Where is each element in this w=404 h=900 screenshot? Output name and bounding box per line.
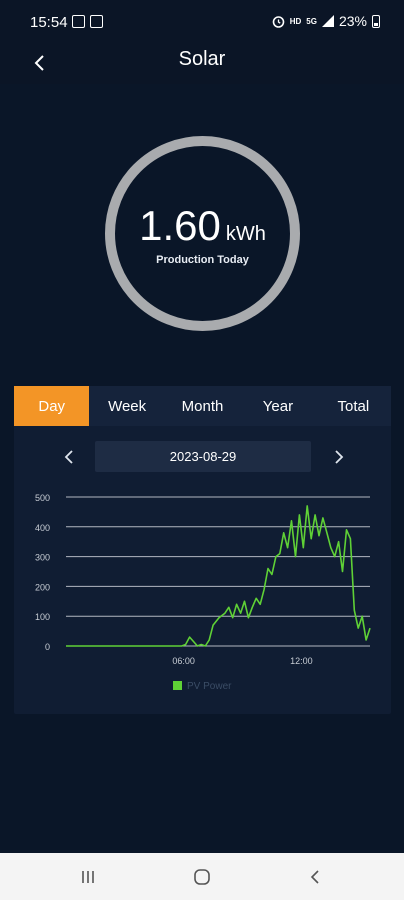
- y-tick-label: 500: [35, 493, 50, 503]
- status-time: 15:54: [30, 14, 68, 31]
- recent-apps-icon[interactable]: [74, 863, 102, 891]
- battery-text: 23%: [338, 13, 367, 29]
- status-bar: 15:54 HD 5G 23%: [0, 0, 404, 44]
- hd-label: HD: [289, 16, 302, 26]
- signal-label: 5G: [306, 16, 317, 26]
- pv-power-chart: 0 100 200 300 400 500 06:00 12:00 PV Power: [35, 493, 371, 692]
- gauge-caption: Production Today: [156, 254, 249, 266]
- system-nav-bar: [0, 853, 404, 900]
- home-icon[interactable]: [188, 863, 216, 891]
- y-tick-label: 400: [35, 523, 50, 533]
- chevron-left-icon[interactable]: [56, 443, 84, 471]
- y-tick-label: 100: [35, 612, 50, 622]
- gallery-icon: [72, 15, 85, 28]
- tab-week[interactable]: Week: [108, 397, 147, 415]
- pv-power-series-line: [66, 505, 371, 647]
- period-tabs: Day Week Month Year Total: [14, 386, 391, 426]
- date-selector: 2023-08-29: [14, 441, 391, 473]
- chevron-right-icon[interactable]: [324, 443, 352, 471]
- battery-icon: [372, 14, 380, 28]
- tab-month[interactable]: Month: [181, 397, 224, 415]
- x-tick-label: 06:00: [172, 656, 195, 666]
- tab-year[interactable]: Year: [262, 397, 294, 415]
- gauge-ring: [105, 136, 300, 331]
- production-gauge: 1.60 kWh Production Today: [105, 136, 300, 331]
- status-right: HD 5G 23%: [272, 13, 380, 29]
- signal-icon: [321, 15, 334, 27]
- y-tick-label: 200: [35, 582, 50, 592]
- tab-day[interactable]: Day: [14, 386, 90, 426]
- gauge-unit: kWh: [225, 223, 266, 245]
- page-title: Solar: [178, 48, 226, 70]
- y-tick-label: 0: [45, 642, 50, 652]
- tab-total[interactable]: Total: [337, 397, 370, 415]
- date-display[interactable]: 2023-08-29: [95, 441, 311, 472]
- alarm-icon: [272, 15, 285, 28]
- chevron-left-icon[interactable]: [26, 48, 58, 80]
- y-tick-label: 300: [35, 553, 50, 563]
- app-header: Solar: [0, 44, 404, 84]
- production-card: Day Week Month Year Total 2023-08-29 0 10…: [14, 386, 391, 714]
- gauge-number: 1.60: [139, 202, 221, 249]
- app-notification-icon: [90, 15, 103, 28]
- legend-label: PV Power: [187, 681, 232, 692]
- back-icon[interactable]: [302, 863, 330, 891]
- gauge-value: 1.60 kWh: [105, 202, 300, 250]
- legend-swatch: [173, 681, 182, 690]
- x-tick-label: 12:00: [290, 656, 313, 666]
